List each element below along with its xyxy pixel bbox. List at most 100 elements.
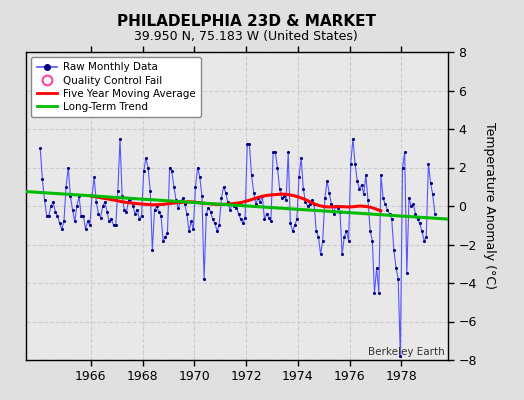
- Point: [364, 197, 372, 204]
- Point: [144, 164, 152, 171]
- Point: [424, 160, 433, 167]
- Point: [379, 195, 387, 202]
- Point: [204, 205, 213, 211]
- Point: [368, 238, 377, 244]
- Point: [127, 195, 135, 202]
- Point: [416, 220, 424, 226]
- Point: [329, 210, 337, 217]
- Point: [195, 174, 204, 180]
- Point: [390, 247, 398, 254]
- Point: [405, 195, 413, 202]
- Point: [114, 187, 122, 194]
- Point: [215, 222, 223, 228]
- Point: [344, 238, 353, 244]
- Point: [217, 195, 225, 202]
- Point: [245, 141, 254, 148]
- Point: [150, 207, 159, 213]
- Point: [427, 180, 435, 186]
- Point: [213, 228, 221, 234]
- Point: [258, 193, 267, 200]
- Point: [66, 193, 74, 200]
- Text: Berkeley Earth: Berkeley Earth: [368, 347, 445, 357]
- Point: [282, 197, 290, 204]
- Point: [239, 220, 247, 226]
- Text: 39.950 N, 75.183 W (United States): 39.950 N, 75.183 W (United States): [134, 30, 358, 43]
- Point: [187, 218, 195, 225]
- Point: [299, 186, 308, 192]
- Point: [388, 216, 396, 223]
- Point: [349, 136, 357, 142]
- Point: [355, 186, 364, 192]
- Point: [308, 197, 316, 204]
- Point: [107, 216, 116, 223]
- Point: [75, 193, 83, 200]
- Point: [224, 199, 232, 205]
- Point: [193, 164, 202, 171]
- Y-axis label: Temperature Anomaly (°C): Temperature Anomaly (°C): [483, 122, 496, 290]
- Point: [411, 210, 420, 217]
- Point: [357, 182, 366, 188]
- Point: [271, 149, 279, 155]
- Point: [176, 199, 184, 205]
- Point: [38, 176, 47, 182]
- Point: [418, 228, 426, 234]
- Point: [295, 174, 303, 180]
- Point: [359, 191, 368, 198]
- Point: [420, 238, 428, 244]
- Point: [211, 220, 219, 226]
- Point: [118, 193, 126, 200]
- Point: [40, 197, 49, 204]
- Point: [36, 145, 45, 152]
- Point: [256, 199, 265, 205]
- Point: [60, 218, 68, 225]
- Point: [323, 178, 331, 184]
- Point: [301, 199, 310, 205]
- Point: [206, 208, 215, 215]
- Point: [290, 222, 299, 228]
- Point: [53, 212, 62, 219]
- Point: [116, 136, 124, 142]
- Point: [362, 172, 370, 178]
- Point: [101, 199, 109, 205]
- Point: [198, 193, 206, 200]
- Point: [334, 205, 342, 211]
- Point: [407, 203, 416, 209]
- Point: [319, 238, 327, 244]
- Point: [316, 251, 325, 257]
- Point: [332, 203, 340, 209]
- Point: [422, 234, 430, 240]
- Point: [189, 226, 198, 232]
- Point: [336, 208, 344, 215]
- Point: [172, 197, 180, 204]
- Point: [178, 195, 187, 202]
- Point: [232, 205, 241, 211]
- Point: [310, 201, 318, 207]
- Point: [90, 174, 99, 180]
- Point: [42, 212, 51, 219]
- Point: [146, 187, 155, 194]
- Point: [220, 184, 228, 190]
- Point: [254, 195, 262, 202]
- Point: [148, 247, 157, 254]
- Point: [396, 353, 405, 359]
- Point: [85, 222, 94, 228]
- Point: [413, 216, 422, 223]
- Point: [174, 205, 182, 211]
- Point: [163, 230, 172, 236]
- Point: [338, 251, 346, 257]
- Point: [170, 184, 178, 190]
- Point: [159, 238, 167, 244]
- Point: [392, 264, 400, 271]
- Point: [166, 164, 174, 171]
- Point: [110, 222, 118, 228]
- Point: [133, 207, 141, 213]
- Point: [429, 191, 437, 198]
- Point: [252, 201, 260, 207]
- Point: [226, 207, 234, 213]
- Point: [260, 216, 269, 223]
- Point: [183, 210, 191, 217]
- Point: [305, 201, 314, 207]
- Point: [366, 228, 374, 234]
- Point: [191, 184, 200, 190]
- Point: [51, 208, 60, 215]
